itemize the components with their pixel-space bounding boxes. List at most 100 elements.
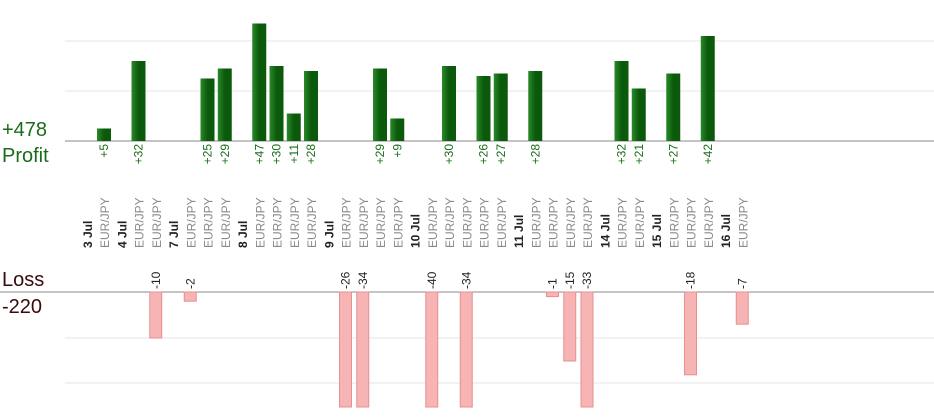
loss-bar — [149, 291, 163, 339]
loss-bar — [425, 291, 439, 408]
profit-bar — [666, 73, 681, 141]
pair-tick-label: EUR/JPY — [547, 197, 561, 248]
profit-value-label: +32 — [132, 144, 146, 165]
loss-bar — [684, 291, 697, 376]
pair-tick-label: EUR/JPY — [184, 197, 198, 248]
date-tick-label: 10 Jul — [409, 214, 423, 248]
loss-value-label: -26 — [339, 271, 353, 289]
pair-tick-label: EUR/JPY — [391, 197, 405, 248]
loss-bar — [563, 291, 577, 362]
profit-value-label: +27 — [666, 144, 680, 165]
pair-tick-label: EUR/JPY — [288, 197, 302, 248]
profit-bar — [304, 71, 318, 141]
loss-value-label: -2 — [183, 278, 197, 289]
profit-value-label: +30 — [442, 144, 456, 165]
loss-bar — [356, 291, 370, 408]
pair-tick-label: EUR/JPY — [685, 197, 699, 248]
loss-total: -220 — [2, 296, 43, 318]
pair-tick-label: EUR/JPY — [340, 197, 354, 248]
profit-value-label: +11 — [287, 144, 301, 164]
profit-value-label: +27 — [494, 144, 508, 165]
date-tick-label: 9 Jul — [322, 221, 336, 248]
pair-tick-label: EUR/JPY — [478, 197, 492, 248]
loss-value-label: -34 — [459, 271, 473, 289]
profit-value-label: +28 — [528, 144, 542, 165]
date-tick-label: 7 Jul — [167, 221, 181, 248]
trade-labels: +5 +32-10 -2+25 +29 +47 +30 +11 +28-26 -34+29 +9-… — [97, 144, 749, 289]
pair-tick-label: EUR/JPY — [357, 197, 371, 248]
pair-tick-label: EUR/JPY — [202, 197, 216, 248]
loss-value-label: -15 — [563, 271, 577, 289]
profit-value-label: +32 — [615, 144, 629, 165]
profit-bar — [373, 68, 387, 141]
profit-bar — [200, 78, 215, 141]
loss-bar — [546, 291, 559, 298]
loss-value-label: -1 — [546, 278, 560, 289]
profit-value-label: +21 — [632, 144, 646, 165]
pair-tick-label: EUR/JPY — [98, 197, 112, 248]
profit-bar — [269, 66, 284, 141]
loss-value-label: -10 — [149, 271, 163, 289]
pair-tick-label: EUR/JPY — [305, 197, 319, 248]
loss-title: Loss — [2, 269, 45, 291]
loss-value-label: -18 — [684, 271, 698, 289]
pair-tick-label: EUR/JPY — [150, 197, 164, 248]
date-tick-label: 8 Jul — [236, 221, 250, 248]
date-tick-label: 16 Jul — [719, 214, 733, 248]
loss-value-label: -40 — [425, 271, 439, 289]
pair-tick-label: EUR/JPY — [736, 197, 750, 248]
profit-value-label: +42 — [701, 144, 715, 165]
profit-bar — [476, 76, 491, 141]
profit-bar — [286, 113, 301, 141]
profit-value-label: +25 — [201, 144, 215, 165]
profit-value-label: +29 — [373, 144, 387, 165]
date-tick-label: 11 Jul — [512, 215, 526, 248]
pair-tick-label: EUR/JPY — [271, 197, 285, 248]
profit-bar — [614, 61, 629, 141]
pair-tick-label: EUR/JPY — [616, 197, 630, 248]
pair-tick-label: EUR/JPY — [460, 197, 474, 248]
loss-bar — [183, 291, 197, 302]
pair-tick-label: EUR/JPY — [564, 197, 578, 248]
pair-tick-label: EUR/JPY — [133, 197, 147, 248]
profit-value-label: +47 — [252, 144, 266, 165]
profit-bar — [131, 61, 146, 141]
profit-bar — [97, 128, 111, 141]
profit-title: Profit — [2, 145, 49, 167]
loss-value-label: -34 — [356, 271, 370, 289]
profit-total: +478 — [2, 119, 48, 141]
pair-tick-label: EUR/JPY — [426, 197, 440, 248]
profit-bar — [631, 88, 646, 141]
profit-bar — [493, 73, 508, 141]
loss-bar — [339, 291, 352, 408]
profit-value-label: +5 — [97, 144, 111, 158]
profit-value-label: +26 — [477, 144, 491, 165]
trade-bars — [97, 23, 749, 408]
loss-bar — [580, 291, 594, 408]
pair-tick-label: EUR/JPY — [529, 197, 543, 248]
profit-value-label: +30 — [270, 144, 284, 165]
profit-bar — [252, 23, 267, 141]
date-tick-label: 3 Jul — [81, 221, 95, 248]
pair-tick-label: EUR/JPY — [219, 197, 233, 248]
pair-tick-label: EUR/JPY — [633, 197, 647, 248]
profit-bar — [700, 36, 715, 141]
pair-tick-label: EUR/JPY — [443, 197, 457, 248]
x-axis-labels: 3 Jul EUR/JPY 4 Jul EUR/JPY EUR/JPY 7 Jul EUR/… — [81, 197, 751, 248]
profit-bar — [528, 71, 543, 141]
profit-bar — [217, 68, 232, 141]
pair-tick-label: EUR/JPY — [667, 197, 681, 248]
profit-value-label: +28 — [304, 144, 318, 165]
pair-tick-label: EUR/JPY — [702, 197, 716, 248]
pair-tick-label: EUR/JPY — [581, 197, 595, 248]
profit-bar — [442, 66, 456, 141]
pair-tick-label: EUR/JPY — [495, 197, 509, 248]
profit-bar — [390, 118, 405, 141]
loss-bar — [735, 291, 749, 325]
date-tick-label: 14 Jul — [598, 214, 612, 248]
pair-tick-label: EUR/JPY — [253, 197, 267, 248]
date-tick-label: 15 Jul — [650, 214, 664, 248]
profit-value-label: +29 — [218, 144, 232, 165]
profit-value-label: +9 — [390, 144, 404, 158]
loss-value-label: -7 — [735, 278, 749, 289]
